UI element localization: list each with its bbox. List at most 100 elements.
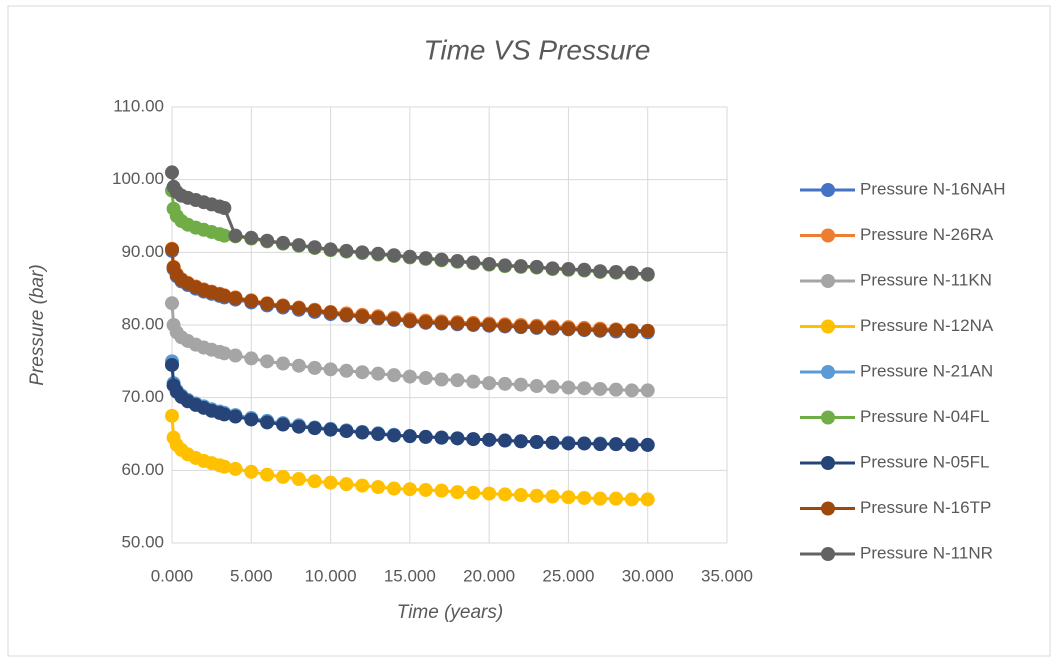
point [244, 230, 259, 245]
legend-marker [821, 319, 835, 334]
point [640, 267, 655, 282]
point [291, 358, 306, 373]
point [498, 258, 512, 273]
point [323, 422, 338, 437]
point [165, 296, 179, 311]
point [339, 363, 354, 378]
point [577, 436, 592, 451]
point [355, 425, 370, 440]
point [307, 421, 322, 436]
x-tick-label: 15.000 [384, 566, 436, 585]
point [228, 409, 243, 424]
point [434, 315, 449, 330]
point [371, 480, 386, 495]
legend-label: Pressure N-12NA [860, 316, 994, 335]
point [402, 429, 417, 444]
point [402, 249, 417, 264]
point [593, 491, 608, 506]
point [165, 165, 179, 180]
point [624, 492, 639, 507]
point [402, 482, 417, 497]
point [339, 424, 354, 439]
point [371, 427, 386, 441]
point [609, 264, 623, 279]
point [545, 261, 560, 276]
point [418, 315, 433, 330]
point [561, 262, 576, 277]
point [228, 228, 243, 243]
x-axis-title: Time (years) [397, 602, 503, 623]
point [418, 429, 433, 444]
point [482, 486, 497, 501]
point [593, 381, 608, 396]
point [482, 318, 497, 332]
point [434, 430, 449, 445]
legend-marker [821, 501, 835, 516]
point [466, 317, 481, 332]
point [323, 475, 338, 490]
point [513, 259, 528, 274]
point [355, 478, 370, 493]
legend-marker [821, 547, 835, 561]
legend-label: Pressure N-16TP [860, 498, 991, 517]
point [609, 437, 623, 452]
point [260, 233, 275, 248]
legend-label: Pressure N-16NAH [860, 179, 1006, 198]
point [276, 417, 290, 432]
x-tick-label: 20.000 [463, 566, 515, 585]
point [513, 377, 528, 392]
chart-title: Time VS Pressure [424, 34, 651, 65]
point [450, 316, 465, 331]
point [244, 464, 259, 479]
point [545, 320, 560, 335]
point [402, 369, 417, 384]
point [498, 433, 512, 448]
point [418, 482, 433, 497]
point [466, 485, 481, 500]
y-tick-label: 100.00 [112, 169, 164, 188]
point [498, 318, 512, 333]
x-tick-label: 25.000 [542, 566, 594, 585]
point [498, 487, 512, 502]
point [260, 415, 275, 430]
point [513, 434, 528, 449]
point [482, 376, 497, 391]
point [217, 459, 232, 474]
point [217, 228, 232, 243]
point [323, 362, 338, 377]
point [498, 376, 512, 391]
y-tick-label: 60.00 [121, 460, 164, 479]
point [577, 262, 592, 277]
point [561, 436, 576, 451]
point [387, 481, 401, 496]
x-tick-label: 35.000 [701, 566, 753, 585]
point [228, 291, 243, 306]
point [371, 246, 386, 261]
legend-label: Pressure N-11NR [860, 543, 993, 562]
point [561, 380, 576, 395]
point [434, 372, 449, 387]
point [217, 346, 232, 361]
point [339, 477, 354, 492]
point [307, 240, 322, 255]
point [561, 490, 576, 505]
point [545, 489, 560, 504]
y-tick-label: 50.00 [121, 532, 164, 551]
point [593, 264, 608, 279]
point [593, 437, 608, 452]
point [466, 374, 481, 389]
point [609, 323, 623, 338]
point [244, 294, 259, 309]
point [260, 354, 275, 369]
point [640, 383, 655, 398]
y-tick-label: 80.00 [121, 314, 164, 333]
x-tick-label: 5.000 [230, 566, 273, 585]
point [450, 485, 465, 500]
point [482, 256, 497, 271]
point [450, 373, 465, 388]
point [387, 248, 401, 263]
point [276, 356, 290, 371]
point [276, 469, 290, 484]
point [276, 299, 290, 314]
legend-marker [821, 410, 835, 425]
